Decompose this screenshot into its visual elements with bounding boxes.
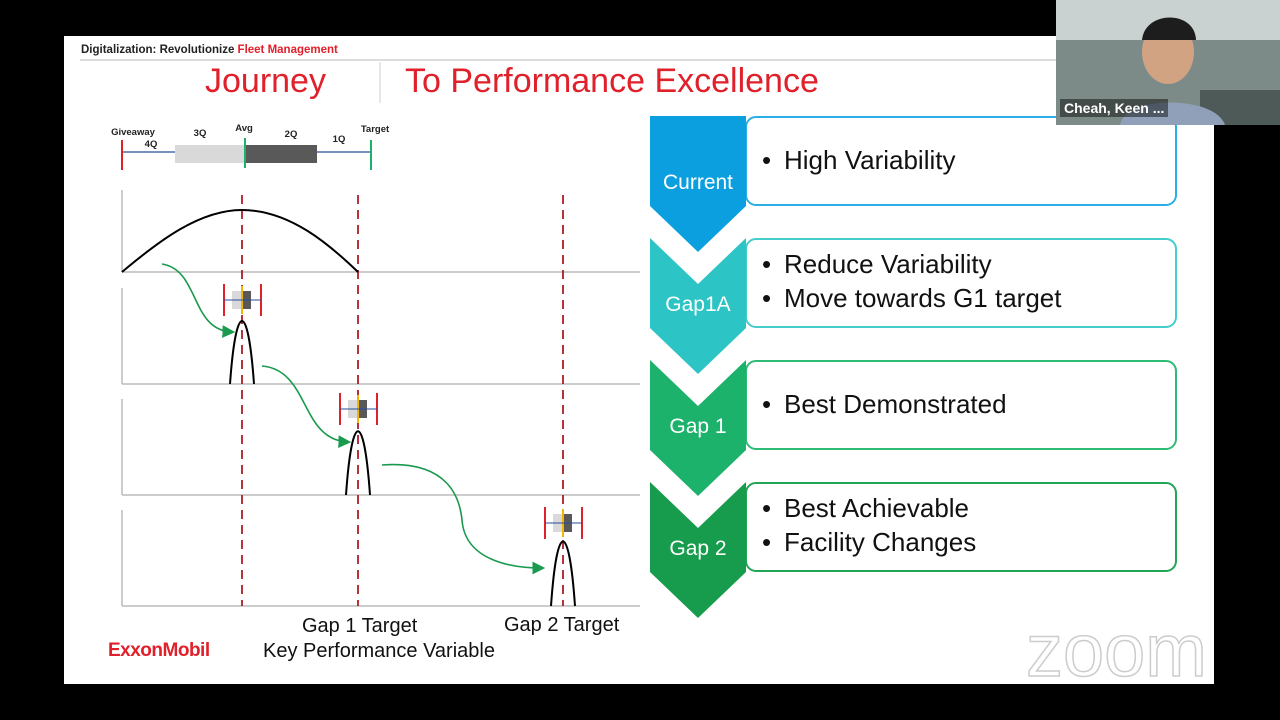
bullet: Best Demonstrated [762,387,1007,421]
header-prefix: Digitalization: Revolutionize [81,44,235,56]
axis-label: Key Performance Variable [263,640,495,662]
hair [1142,17,1196,40]
stage-label: Current [662,171,734,194]
video-tile [1056,0,1280,125]
arrow [381,463,546,575]
stage-bullets: Best Demonstrated [762,387,1007,421]
scale-label: Target [360,124,390,135]
stage-label: Gap 1 [669,415,727,438]
bullet: Reduce Variability [762,247,1061,281]
bullet: High Variability [762,143,955,177]
stage-bullets: Best AchievableFacility Changes [762,491,976,559]
gap2-target-label: Gap 2 Target [504,614,620,636]
scale-label: 1Q [332,134,346,145]
shirt [1120,102,1225,125]
gap1-target-label: Gap 1 Target [302,615,418,637]
wide-curve [121,208,359,273]
scale-label: 2Q [284,129,298,140]
stage-chevron [650,482,746,618]
narrow-curve [550,540,576,607]
distributions [121,208,576,607]
stage-label: Gap1A [665,293,731,316]
participant-name: Cheah, Keen ... [1060,99,1169,117]
zoom-watermark: zoom [1026,609,1207,692]
scale-bar [121,138,372,170]
scale-label: Giveaway [111,127,155,138]
arrow [161,263,236,338]
title-left: Journey [205,62,326,100]
narrow-curve [229,320,255,385]
slide-header: Digitalization: Revolutionize Fleet Mana… [81,44,338,56]
box-plots [223,284,583,539]
stage-chevron [650,238,746,374]
stage-chevron [650,360,746,496]
bullet: Move towards G1 target [762,281,1061,315]
scale-light [175,145,245,163]
narrow-curve [345,430,371,496]
bullet: Best Achievable [762,491,976,525]
logo: ExxonMobil [108,640,210,661]
stage-bullets: High Variability [762,143,955,177]
target-lines [241,195,564,606]
arrow [261,365,352,448]
stage-label: Gap 2 [669,537,727,560]
arrows [161,263,546,575]
header-highlight: Fleet Management [237,44,338,56]
stage-chevron [650,116,746,252]
scale-label: 4Q [144,139,158,150]
scale-label: 3Q [193,128,207,139]
scale-label: Avg [235,123,253,134]
stage-bullets: Reduce VariabilityMove towards G1 target [762,247,1061,315]
title-right: To Performance Excellence [405,62,819,100]
bullet: Facility Changes [762,525,976,559]
panel-axes [121,190,640,607]
scale-dark [245,145,317,163]
